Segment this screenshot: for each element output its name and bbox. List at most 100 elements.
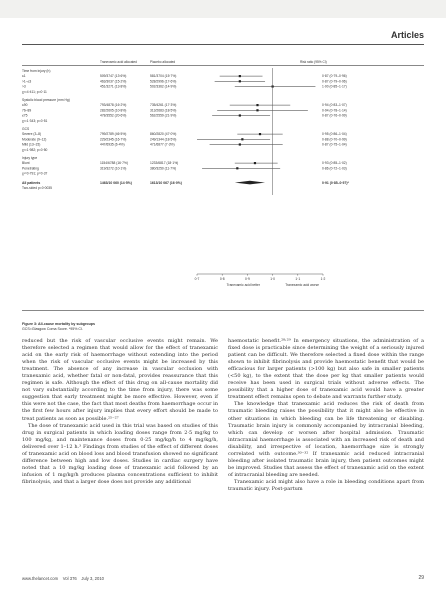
row-label: ≤90: [22, 103, 28, 107]
risk-ratio-value: 0·94 (0·78–1·14): [322, 108, 347, 112]
risk-ratio-value: 1·00 (0·85–1·17): [322, 85, 347, 89]
overall-risk-ratio-value: 0·91 (0·85–0·97)*: [322, 181, 349, 185]
estimate-marker: [253, 162, 257, 165]
tranexamic-value: 509/3747 (13·6%): [100, 74, 126, 78]
footer-date: July 3, 2010: [81, 576, 104, 581]
figure-top-rule: [22, 65, 424, 66]
overall-test: Two-sided p=0·0035: [22, 186, 52, 190]
tranexamic-value: 799/2789 (46·5%): [100, 132, 126, 136]
placebo-value: 313/2683 (18·5%): [150, 108, 176, 112]
placebo-value: 860/2820 (47·0%): [150, 132, 176, 136]
risk-ratio-value: 0·87 (0·75–1·04): [322, 143, 347, 147]
paragraph: Tranexamic acid might also have a role i…: [228, 478, 424, 492]
estimate-marker: [236, 167, 239, 170]
tranexamic-value: 463/3037 (15·2%): [100, 79, 126, 83]
top-bar: [0, 0, 446, 18]
estimate-marker: [238, 114, 241, 117]
estimate-marker: [256, 104, 259, 107]
overall-diamond: [234, 180, 266, 185]
subgroup-heading: Systolic blood pressure (mm Hg): [22, 98, 70, 102]
heterogeneity-test: χ²=1·343; p=0·51: [22, 119, 48, 123]
risk-ratio-value: 0·93 (0·85–1·02): [322, 161, 347, 165]
subgroup-heading: Injury type: [22, 156, 37, 160]
tranexamic-value: 478/3552 (20·6%): [100, 114, 126, 118]
x-axis-tick-label: 0·9: [245, 277, 250, 281]
placebo-value: 380/3250 (11·7%): [150, 166, 176, 170]
placebo-value: 735/4261 (17·3%): [150, 103, 176, 107]
estimate-marker: [238, 143, 241, 146]
paragraph: haemostatic benefit.²⁸˒²⁹ In emergency s…: [228, 338, 424, 401]
placebo-value: 528/2996 (17·6%): [150, 79, 176, 83]
footer-volume: Vol 376: [62, 576, 77, 581]
header-rule: [22, 44, 424, 45]
x-axis-tick-label: 1·2: [321, 277, 326, 281]
placebo-value: 502/3362 (14·9%): [150, 85, 176, 89]
caption-title: Figure 3: All-cause mortality by subgrou…: [22, 322, 95, 326]
risk-ratio-value: 0·87 (0·76–0·99): [322, 114, 347, 118]
heterogeneity-test: χ²=1·982; p=0·50: [22, 148, 48, 152]
forest-plot-figure: Tranexamic acid allocated Placebo alloca…: [22, 60, 424, 320]
tranexamic-value: 447/6935 (6·4%): [100, 143, 125, 147]
row-label: Blunt: [22, 161, 30, 165]
col-head-placebo: Placebo allocated: [150, 60, 176, 64]
placebo-value: 562/2559 (21·9%): [150, 114, 176, 118]
tranexamic-value: 1154/6788 (16·7%): [100, 161, 128, 165]
heterogeneity-test: χ²=4·411; p=0·11: [22, 90, 47, 94]
figure-bottom-rule: [22, 310, 424, 311]
forest-plot-svg: Time from injury (h)≤1 509/3747 (13·6%) 58…: [22, 68, 349, 287]
body-column-left: reduced but the risk of vascular occlusi…: [22, 338, 218, 486]
page-number: 29: [418, 575, 424, 581]
paragraph: The knowledge that tranexamic acid reduc…: [228, 401, 424, 478]
overall-label: All patients: [22, 181, 40, 185]
x-axis-tick-label: 0·8: [220, 277, 225, 281]
row-label: Mild (13–15): [22, 143, 40, 147]
row-label: Moderate (9–12): [22, 137, 46, 141]
x-axis-tick-label: 1·0: [270, 277, 275, 281]
tranexamic-value: 229/2345 (16·7%): [100, 137, 126, 141]
row-label: >1–≤3: [22, 79, 31, 83]
placebo-value: 471/6877 (7·3%): [150, 143, 175, 147]
overall-tranexamic-value: 1463/10 060 (14·5%): [100, 181, 132, 185]
overall-placebo-value: 1613/10 067 (16·0%): [150, 181, 182, 185]
axis-label-left: Tranexamic acid better: [227, 283, 261, 287]
risk-ratio-value: 0·87 (0·79–0·96): [322, 79, 347, 83]
subgroup-heading: GCS: [22, 127, 30, 131]
footer-citation: www.thelancet.com Vol 376 July 3, 2010: [22, 576, 104, 581]
paragraph: reduced but the risk of vascular occlusi…: [22, 338, 218, 422]
risk-ratio-value: 0·94 (0·83–1·07): [322, 103, 347, 107]
estimate-marker: [238, 75, 241, 78]
placebo-value: 1233/6817 (18·1%): [150, 161, 178, 165]
row-label: Severe (3–8): [22, 132, 41, 136]
placebo-value: 249/1344 (18·5%): [150, 137, 176, 141]
col-head-tranexamic: Tranexamic acid allocated: [100, 60, 137, 64]
x-axis-tick-label: 1·1: [295, 277, 300, 281]
x-axis-tick-label: 0·7: [195, 277, 200, 281]
row-label: >3: [22, 85, 26, 89]
risk-ratio-value: 0·87 (0·79–0·96): [322, 74, 347, 78]
axis-label-right: Tranexamic acid worse: [285, 283, 319, 287]
subgroup-heading: Time from injury (h): [22, 69, 50, 73]
tranexamic-value: 451/3271 (13·8%): [100, 85, 126, 89]
estimate-marker: [238, 80, 241, 83]
col-head-risk-ratio: Risk ratio (95% CI): [300, 60, 327, 64]
paragraph: The dose of tranexamic acid used in this…: [22, 422, 218, 485]
risk-ratio-value: 0·88 (0·70–0·99): [322, 137, 347, 141]
caption-note: GCS=Glasgow Coma Score. *95% CI.: [22, 327, 84, 331]
estimate-marker: [241, 138, 244, 141]
row-label: ≤75: [22, 114, 28, 118]
risk-ratio-value: 0·86 (0·72–1·03): [322, 166, 347, 170]
figure-caption: Figure 3: All-cause mortality by subgrou…: [22, 322, 95, 332]
footer-url: www.thelancet.com: [22, 576, 59, 581]
estimate-marker: [256, 109, 259, 112]
risk-ratio-value: 0·95 (0·86–1·04): [322, 132, 347, 136]
row-label: ≤1: [22, 74, 26, 78]
tranexamic-value: 793/4878 (16·2%): [100, 103, 126, 107]
section-label: Articles: [390, 30, 424, 40]
estimate-marker: [258, 133, 262, 136]
placebo-value: 581/3704 (15·7%): [150, 74, 176, 78]
row-label: Penetrating: [22, 166, 39, 170]
tranexamic-value: 319/3272 (10·1%): [100, 166, 126, 170]
body-column-right: haemostatic benefit.²⁸˒²⁹ In emergency s…: [228, 338, 424, 493]
heterogeneity-test: χ²=0·791; p=0·37: [22, 172, 48, 176]
tranexamic-value: 282/2605 (10·8%): [100, 108, 126, 112]
